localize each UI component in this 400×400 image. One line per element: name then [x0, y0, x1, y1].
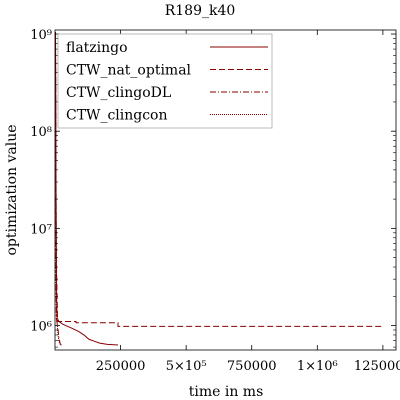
chart-title: R189_k40 [165, 3, 236, 19]
legend-label: CTW_nat_optimal [66, 63, 192, 79]
legend-label: flatzingo [66, 40, 128, 56]
legend-label: CTW_clingcon [66, 108, 168, 124]
x-tick-label: 250000 [96, 359, 146, 374]
y-tick-label: 10⁷ [30, 222, 52, 237]
axes-layer: 250000 5×10⁵ 750000 1×10⁶ 1250000 10⁶ 10⁷ 10⁸ 10… [30, 28, 400, 374]
legend-label: CTW_clingoDL [66, 85, 171, 101]
y-tick-label: 10⁶ [30, 320, 52, 335]
legend-frame [57, 33, 273, 129]
y-axis-label: optimization value [4, 124, 20, 255]
x-tick-label: 1250000 [354, 359, 400, 374]
x-tick-label: 750000 [227, 359, 277, 374]
series-layer [54, 31, 383, 346]
y-tick-label: 10⁸ [30, 125, 52, 140]
y-tick-label: 10⁹ [30, 28, 52, 43]
x-axis-label: time in ms [189, 384, 264, 400]
x-tick-label: 1×10⁶ [297, 359, 338, 374]
legend: flatzingo CTW_nat_optimal CTW_clingoDL CTW_… [57, 33, 273, 129]
x-tick-label: 5×10⁵ [166, 359, 207, 374]
plot-frame [54, 29, 397, 351]
